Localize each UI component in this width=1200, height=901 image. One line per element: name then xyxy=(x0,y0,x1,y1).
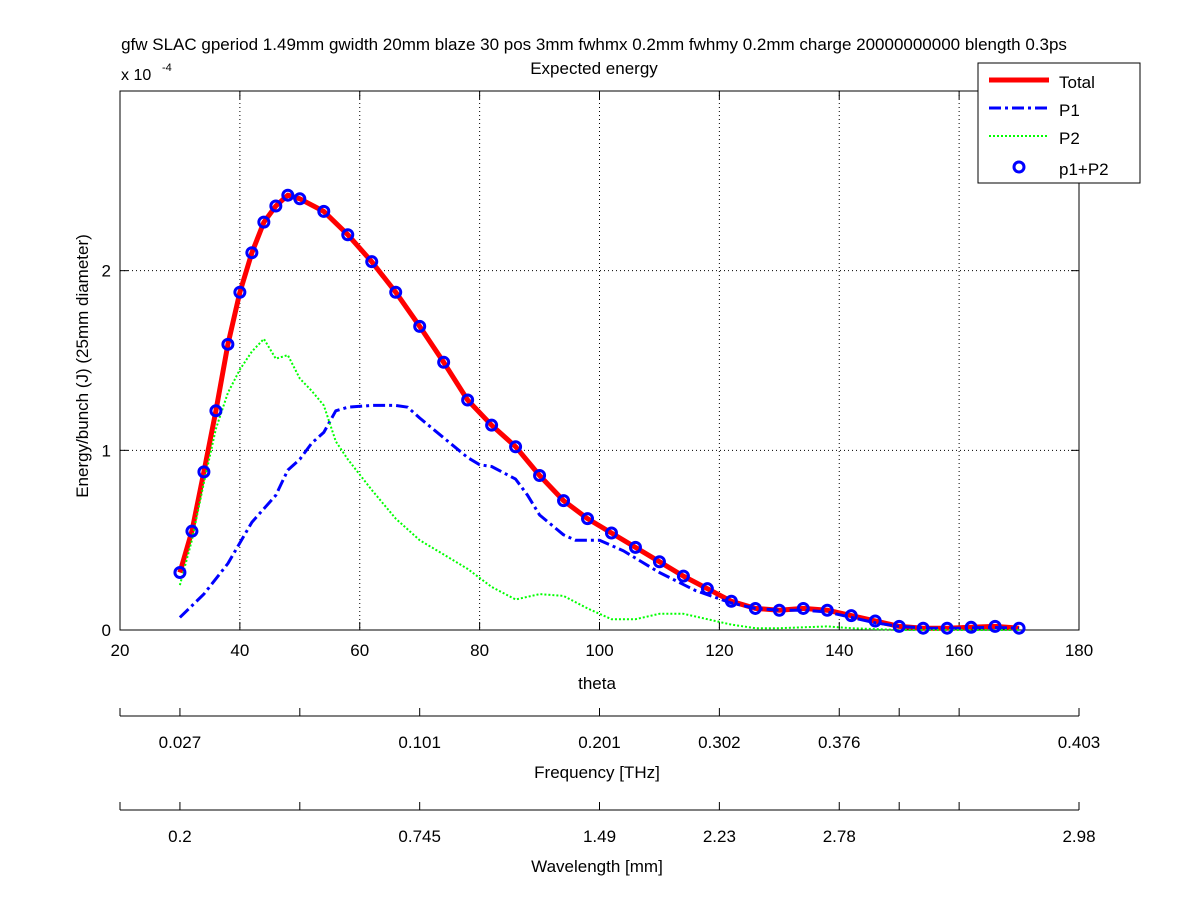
series-p1-p2-point xyxy=(269,199,283,213)
series-p1-p2-point xyxy=(581,512,595,526)
legend-label-p2: P2 xyxy=(1059,129,1080,148)
series-p1-p2-point xyxy=(604,526,618,540)
secondary-axis-tick-label: 2.98 xyxy=(1062,827,1095,846)
series-p1-p2-point xyxy=(341,228,355,242)
secondary-axis-tick-label: 0.201 xyxy=(578,733,621,752)
series-p1-line xyxy=(178,403,1020,630)
secondary-axis-tick-label: 2.78 xyxy=(823,827,856,846)
legend-swatch-p1p2 xyxy=(1012,160,1026,174)
y-tick-label: 1 xyxy=(102,441,111,460)
series-p1-p2-point xyxy=(245,246,259,260)
series-p1-p2-point xyxy=(700,582,714,596)
series-p2-line xyxy=(178,337,1020,631)
series-p1-p2-point xyxy=(173,566,187,580)
series-p1-p2-point xyxy=(185,524,199,538)
y-multiplier-exponent: -4 xyxy=(162,62,172,74)
series-p1-p2-point xyxy=(389,285,403,299)
series-p1-p2-point xyxy=(509,440,523,454)
series-p1-p2-point xyxy=(868,614,882,628)
series-p1-p2-point xyxy=(209,404,223,418)
series-p1-p2-point xyxy=(233,285,247,299)
x-axis-label: theta xyxy=(578,674,616,693)
x-tick-label: 160 xyxy=(945,641,973,660)
secondary-axis-tick-label: 2.23 xyxy=(703,827,736,846)
series-p1-p2-point xyxy=(557,494,571,508)
legend-label-total: Total xyxy=(1059,73,1095,92)
series-p1-p2-point xyxy=(281,188,295,202)
series-p1-p2-point xyxy=(257,215,271,229)
series-p1-p2-point xyxy=(221,337,235,351)
y-multiplier-base: x 10 xyxy=(121,67,151,84)
series-p1-p2-point xyxy=(437,355,451,369)
series-p1-p2-point xyxy=(772,603,786,617)
secondary-axis-tick-label: 0.2 xyxy=(168,827,192,846)
x-tick-label: 20 xyxy=(111,641,130,660)
series-p1-p2-point xyxy=(820,603,834,617)
series-p1-p2-point xyxy=(1012,621,1026,635)
series-p1-p2-point xyxy=(652,555,666,569)
secondary-axis-tick-label: 0.376 xyxy=(818,733,861,752)
x-tick-label: 120 xyxy=(705,641,733,660)
series-p1-p2-point xyxy=(988,619,1002,633)
series-p1-p2-point xyxy=(796,601,810,615)
x-tick-label: 140 xyxy=(825,641,853,660)
series-p1-p2-point xyxy=(964,620,978,634)
series-p1-p2-point xyxy=(461,393,475,407)
y-tick-label: 2 xyxy=(102,262,111,281)
series-p1-p2-point xyxy=(293,192,307,206)
secondary-axis-label: Wavelength [mm] xyxy=(531,857,663,876)
series-p1-p2-point xyxy=(892,619,906,633)
series-p1-p2-point xyxy=(533,468,547,482)
series-p1-p2-point xyxy=(940,621,954,635)
secondary-axis-tick-label: 1.49 xyxy=(583,827,616,846)
y-axis-ticks: 0 1 2 xyxy=(102,262,1079,640)
series-p1-p2-point xyxy=(413,319,427,333)
legend-box xyxy=(977,62,1141,184)
secondary-axis-tick-label: 0.403 xyxy=(1058,733,1101,752)
series-total-line xyxy=(177,192,1020,631)
series-p1-p2-point xyxy=(317,204,331,218)
series-layer xyxy=(173,188,1026,635)
chart-title: gfw SLAC gperiod 1.49mm gwidth 20mm blaz… xyxy=(121,35,1067,54)
y-multiplier: x 10 -4 xyxy=(121,62,172,84)
series-p1-p2-point xyxy=(748,601,762,615)
secondary-axis-label: Frequency [THz] xyxy=(534,763,660,782)
secondary-axes: 0.027 0.101 0.201 0.302 0.376 0.403 Frequency … xyxy=(119,708,1101,876)
legend-label-p1p2: p1+P2 xyxy=(1059,160,1109,179)
secondary-axis-tick-label: 0.101 xyxy=(398,733,441,752)
series-p1-p2-point xyxy=(844,609,858,623)
grid xyxy=(120,91,1079,630)
series-p1-p2-point xyxy=(365,255,379,269)
x-tick-label: 60 xyxy=(350,641,369,660)
series-p1-p2-point xyxy=(916,621,930,635)
y-axis-label: Energy/bunch (J) (25mm diameter) xyxy=(73,234,92,498)
y-tick-label: 0 xyxy=(102,621,111,640)
legend-label-p1: P1 xyxy=(1059,101,1080,120)
series-p1-p2-point xyxy=(676,569,690,583)
x-tick-label: 40 xyxy=(230,641,249,660)
series-p1-p2-point xyxy=(628,540,642,554)
chart-subtitle: Expected energy xyxy=(530,59,658,78)
secondary-axis-tick-label: 0.302 xyxy=(698,733,741,752)
x-tick-label: 180 xyxy=(1065,641,1093,660)
series-p1-p2-point xyxy=(197,465,211,479)
secondary-axis-tick-label: 0.027 xyxy=(159,733,202,752)
x-axis-ticks: 20 40 60 80 100 120 140 160 180 xyxy=(111,91,1093,660)
series-p1-p2-point xyxy=(485,418,499,432)
secondary-axis-tick-label: 0.745 xyxy=(398,827,441,846)
x-tick-label: 80 xyxy=(470,641,489,660)
legend: Total P1 P2 p1+P2 xyxy=(977,62,1141,184)
x-tick-label: 100 xyxy=(585,641,613,660)
series-p1-p2-point xyxy=(724,594,738,608)
